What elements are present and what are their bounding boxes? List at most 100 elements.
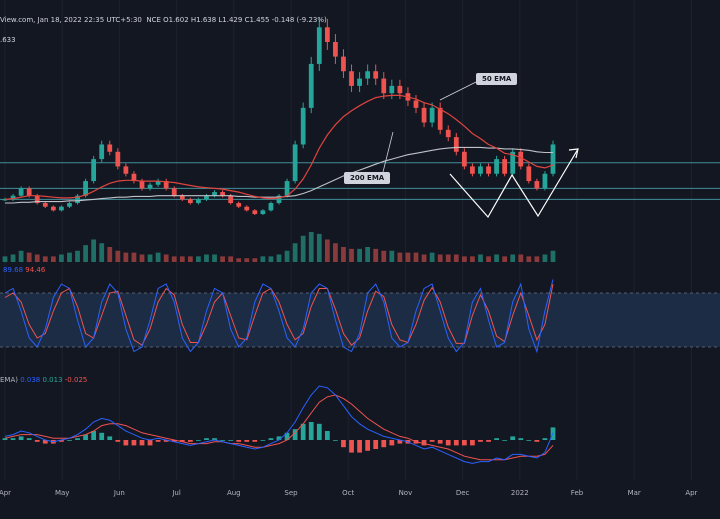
candle-body (50, 206, 56, 211)
candle-body (220, 192, 225, 196)
macd-histogram-bar (486, 440, 491, 442)
macd-histogram-bar (107, 436, 113, 440)
volume-bar (83, 245, 88, 262)
volume-bar (260, 256, 266, 262)
macd-histogram-bar (510, 436, 516, 440)
macd-histogram-bar (139, 440, 145, 446)
macd-histogram-bar (18, 436, 24, 440)
macd-histogram-bar (365, 440, 371, 451)
stoch-d-line (4, 283, 554, 346)
volume-bar (405, 252, 411, 262)
candle-body (341, 56, 346, 72)
volume-bar (220, 256, 225, 262)
volume-bar (550, 250, 556, 262)
volume-bar (187, 256, 193, 262)
macd-histogram-bar (324, 431, 330, 440)
ema50-line (4, 94, 554, 200)
candle-body (42, 203, 48, 207)
macd-histogram-bar (99, 432, 105, 440)
candle-body (365, 71, 371, 79)
volume-bar (18, 250, 24, 262)
candle-body (34, 195, 40, 204)
macd-histogram-bar (252, 440, 258, 442)
macd-histogram-bar (542, 438, 548, 440)
macd-histogram-bar (437, 440, 443, 444)
volume-bar (91, 239, 97, 262)
volume-bar (494, 254, 499, 262)
macd-histogram-bar (244, 440, 250, 442)
macd-histogram-bar (67, 440, 72, 441)
x-tick-label: 2022 (511, 489, 529, 497)
candle-body (155, 181, 161, 185)
candle-body (67, 203, 72, 207)
macd-histogram-bar (75, 438, 80, 440)
macd-histogram-bar (196, 440, 201, 441)
macd-histogram-bar (179, 440, 185, 442)
macd-line (4, 385, 554, 464)
rsi-legend: 89.68 94.46 (3, 266, 45, 274)
macd-histogram-bar (268, 438, 274, 440)
macd-histogram-bar (276, 436, 282, 440)
candle-body (413, 100, 419, 108)
volume-bar (244, 258, 250, 262)
candle-body (316, 27, 322, 64)
ohlc: NCE O1.602 H1.638 L1.429 C1.455 -0.148 (… (146, 16, 327, 24)
macd-pane (2, 385, 556, 464)
x-tick-label: Mar (628, 489, 641, 497)
volume-bar (373, 248, 379, 262)
macd-histogram-bar (373, 440, 379, 449)
macd-histogram-bar (397, 440, 403, 444)
volume-bar (163, 254, 169, 262)
pattern-arrowhead (568, 148, 579, 159)
volume-bar (59, 254, 64, 262)
volume-bar (308, 232, 314, 262)
double-bottom-pattern (449, 148, 579, 219)
volume-bar (139, 254, 145, 262)
volume-bar (486, 256, 491, 262)
ema50-pointer (439, 81, 477, 101)
volume-bar (542, 254, 548, 262)
candle-body (284, 181, 290, 196)
candle-body (163, 181, 169, 189)
price-series (2, 18, 556, 216)
volume-bar (397, 252, 403, 262)
macd-histogram-bar (518, 438, 524, 440)
macd-histogram-bar (349, 440, 354, 453)
volume-bar (292, 243, 298, 262)
volume-bar (316, 233, 322, 262)
volume-bars (2, 232, 556, 262)
macd-histogram-bar (131, 440, 137, 446)
macd-histogram-bar (2, 438, 8, 440)
candle-body (510, 151, 516, 174)
candle-body (236, 203, 242, 207)
macd-histogram-bar (236, 440, 242, 442)
macd-histogram-bar (526, 440, 532, 441)
candle-body (10, 195, 16, 200)
macd-histogram-bar (171, 440, 177, 442)
macd-histogram-bar (470, 440, 475, 446)
ema-lines (4, 81, 554, 204)
candle-body (91, 159, 97, 182)
volume-bar (502, 256, 508, 262)
candle-body (268, 203, 274, 211)
x-tick-label: May (55, 489, 69, 497)
macd-histogram-bar (212, 438, 217, 440)
x-tick-label: Jun (113, 489, 125, 497)
macd-histogram-bar (155, 440, 161, 442)
volume-bar (421, 254, 427, 262)
macd-histogram-bar (381, 440, 387, 448)
macd-v3: -0.025 (64, 376, 88, 384)
volume-bar (99, 243, 105, 262)
volume-bar (445, 254, 451, 262)
volume-bar (284, 250, 290, 262)
macd-histogram-bar (421, 440, 427, 446)
volume-bar (534, 256, 540, 262)
volume-bar (228, 256, 234, 262)
macd-histogram-bar (284, 432, 290, 440)
candle-body (534, 181, 540, 189)
volume-bar (236, 258, 242, 262)
volume-bar (123, 252, 129, 262)
candle-body (18, 188, 24, 196)
candle-body (542, 173, 548, 189)
